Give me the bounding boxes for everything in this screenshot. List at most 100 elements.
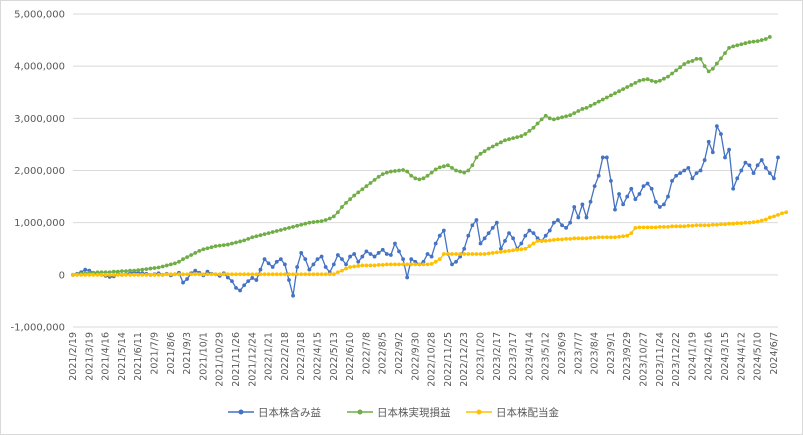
data-point [384, 252, 389, 256]
data-point [653, 225, 658, 230]
data-point [462, 170, 467, 175]
data-point [678, 171, 683, 176]
data-point [360, 254, 365, 259]
data-point [531, 231, 536, 236]
data-point [181, 257, 185, 262]
data-point [401, 257, 405, 262]
data-point [364, 249, 369, 254]
series-line [72, 124, 779, 296]
data-point [458, 254, 463, 259]
data-point [653, 79, 658, 84]
data-point [340, 268, 344, 273]
data-point [698, 168, 703, 173]
data-point [710, 222, 715, 227]
data-point [283, 227, 287, 231]
data-point [613, 235, 617, 240]
data-point [572, 111, 577, 116]
data-point [466, 168, 471, 173]
data-point [287, 272, 291, 277]
data-point [348, 254, 353, 259]
data-point [335, 210, 340, 215]
data-point [723, 155, 727, 160]
data-point [503, 138, 507, 143]
data-point [103, 272, 108, 277]
data-point [95, 270, 100, 275]
data-point [270, 230, 275, 234]
data-point [372, 254, 377, 259]
data-point [340, 257, 344, 262]
x-tick-label: 2021/8/6 [166, 332, 177, 375]
data-point [148, 272, 153, 277]
data-point [767, 215, 772, 220]
data-point [331, 262, 336, 267]
data-point [596, 235, 601, 240]
data-point [120, 272, 124, 277]
data-point [702, 223, 707, 228]
data-point [629, 83, 634, 87]
data-point [458, 252, 463, 256]
data-point [107, 272, 112, 277]
data-point [177, 272, 181, 277]
data-point [755, 219, 760, 224]
data-point [124, 272, 128, 277]
data-point [739, 42, 744, 47]
data-point [543, 113, 548, 118]
data-point [307, 272, 312, 277]
data-point [311, 272, 316, 277]
data-point [79, 272, 84, 277]
data-point [731, 186, 736, 191]
data-point [136, 268, 141, 273]
data-point [617, 89, 621, 94]
legend-label: 日本株配当金 [496, 406, 559, 419]
data-point [368, 263, 373, 268]
data-point [291, 224, 295, 229]
data-point [388, 169, 393, 174]
series-line [73, 211, 787, 276]
data-point [641, 184, 646, 189]
data-point [641, 77, 646, 82]
data-point [193, 272, 198, 277]
data-point [698, 56, 703, 61]
data-point [743, 41, 748, 46]
data-point [649, 78, 654, 83]
data-point [185, 277, 190, 281]
data-point [221, 272, 226, 277]
data-point [393, 241, 397, 246]
data-point [437, 165, 442, 170]
data-point [670, 224, 674, 229]
data-point [482, 236, 487, 241]
data-point [319, 254, 324, 259]
data-point [433, 259, 438, 264]
data-point [625, 233, 630, 238]
data-point [494, 250, 499, 255]
grid-lines [73, 13, 778, 328]
data-point [719, 56, 723, 61]
data-point [670, 71, 674, 76]
data-point [543, 239, 548, 243]
data-point [409, 262, 414, 267]
data-point [421, 262, 426, 267]
data-point [609, 179, 613, 183]
data-point [702, 64, 707, 69]
data-point [527, 128, 532, 133]
data-point [417, 177, 422, 182]
data-point [446, 252, 450, 256]
data-point [637, 192, 642, 196]
data-point [372, 263, 377, 268]
data-point [124, 269, 128, 274]
data-point [388, 253, 393, 257]
data-point [592, 101, 597, 106]
data-point [568, 220, 573, 225]
data-point [470, 223, 475, 228]
data-point [234, 272, 238, 277]
data-point [494, 142, 499, 147]
data-point [450, 165, 454, 170]
data-point [401, 168, 405, 172]
data-point [763, 165, 768, 170]
data-point [303, 272, 308, 277]
data-point [344, 200, 348, 205]
data-point [523, 246, 528, 251]
legend-swatch-marker [238, 409, 244, 415]
x-tick-label: 2022/6/10 [345, 332, 356, 381]
data-point [295, 272, 300, 277]
